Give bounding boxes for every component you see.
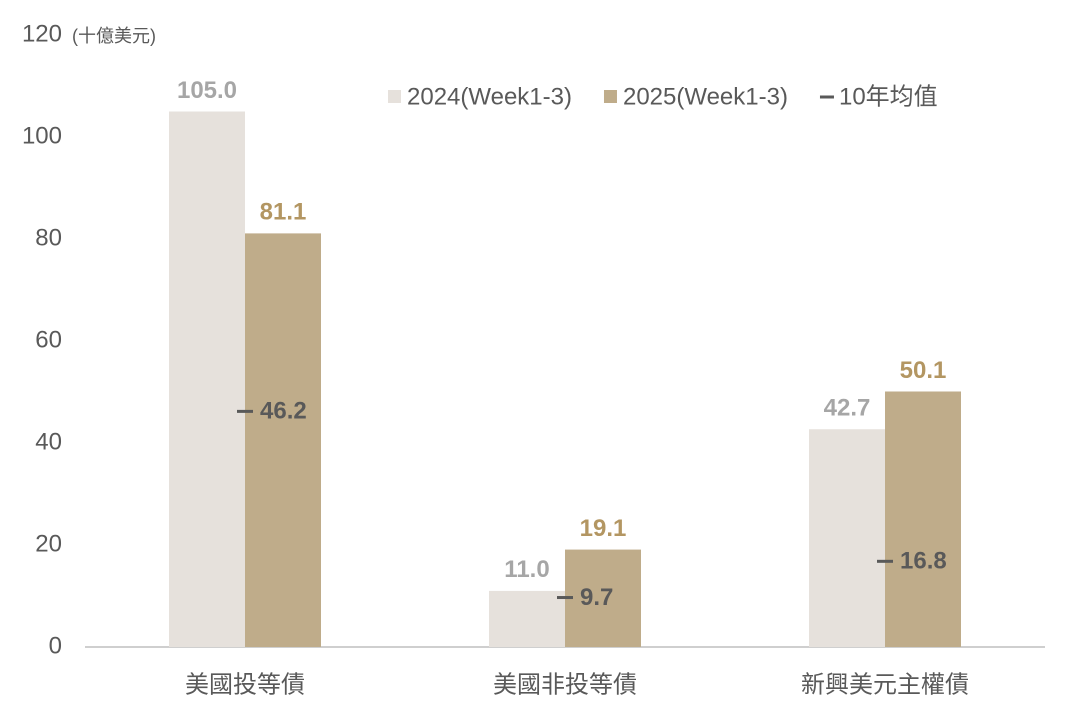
x-tick-label: 新興美元主權債: [801, 671, 969, 698]
value-label: 50.1: [900, 357, 947, 384]
value-label: 81.1: [260, 199, 307, 226]
y-tick-label: 20: [35, 530, 62, 557]
average-label: 16.8: [900, 548, 947, 575]
x-tick-label: 美國非投等債: [493, 671, 637, 698]
average-label: 9.7: [580, 584, 613, 611]
legend-label: 2024(Week1-3): [407, 83, 572, 110]
y-tick-label: 0: [49, 632, 62, 659]
value-label: 42.7: [824, 395, 871, 422]
bar: [565, 549, 641, 647]
y-tick-label: 60: [35, 326, 62, 353]
legend-label: 2025(Week1-3): [623, 83, 788, 110]
y-tick-label: 80: [35, 224, 62, 251]
bar: [169, 111, 245, 647]
y-tick-label: 120: [22, 20, 62, 47]
x-tick-label: 美國投等債: [185, 671, 305, 698]
y-unit-label: (十億美元): [72, 26, 156, 46]
legend-label: 10年均值: [839, 83, 938, 110]
bar: [489, 590, 565, 647]
y-tick-label: 40: [35, 428, 62, 455]
value-label: 19.1: [580, 515, 627, 542]
legend-marker: [603, 90, 617, 103]
bar: [885, 391, 961, 647]
value-label: 105.0: [177, 77, 237, 104]
legend-marker: [388, 90, 401, 103]
bar: [809, 429, 885, 647]
bar: [245, 233, 321, 647]
value-label: 11.0: [504, 556, 549, 583]
y-tick-label: 100: [22, 122, 62, 149]
average-label: 46.2: [260, 398, 307, 425]
